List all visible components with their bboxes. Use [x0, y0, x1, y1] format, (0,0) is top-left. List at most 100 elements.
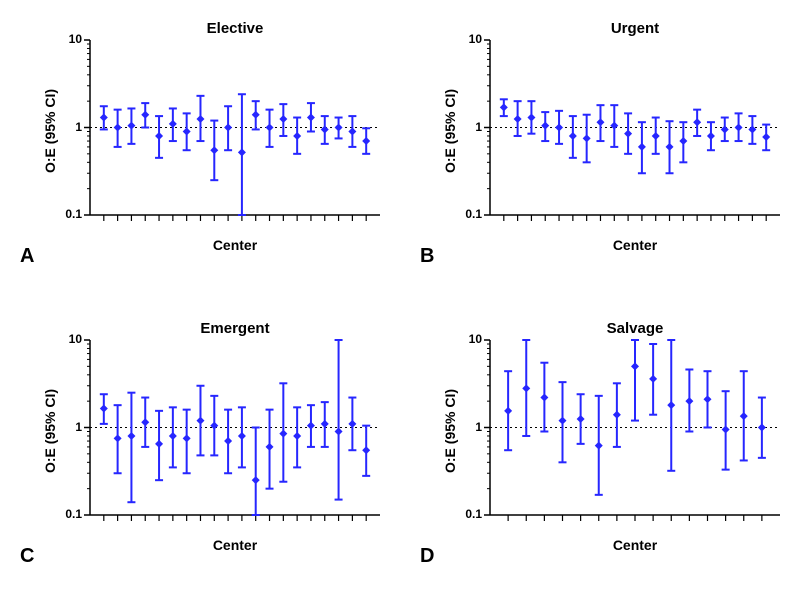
data-point [169, 432, 177, 440]
data-point [685, 397, 693, 405]
panel-letter-A: A [20, 245, 34, 268]
data-point [540, 394, 548, 402]
data-point [748, 125, 756, 133]
data-point [624, 130, 632, 138]
data-point [679, 137, 687, 145]
data-point [527, 114, 535, 122]
data-point [279, 115, 287, 123]
data-point [196, 417, 204, 425]
data-point [722, 425, 730, 433]
data-point [114, 434, 122, 442]
data-point [577, 415, 585, 423]
data-point [141, 418, 149, 426]
data-point [631, 362, 639, 370]
data-point [114, 124, 122, 132]
data-point [169, 120, 177, 128]
data-point [704, 395, 712, 403]
ytick-label: 1 [452, 120, 482, 134]
ytick-label: 0.1 [52, 507, 82, 521]
ytick-label: 10 [52, 32, 82, 46]
data-point [224, 437, 232, 445]
ytick-label: 1 [52, 420, 82, 434]
data-point [362, 446, 370, 454]
data-point [210, 422, 218, 430]
data-point [307, 422, 315, 430]
xlabel-A: Center [90, 237, 380, 253]
data-point [666, 143, 674, 151]
data-point [500, 103, 508, 111]
ytick-label: 10 [452, 332, 482, 346]
panel-title-D: Salvage [490, 320, 780, 337]
data-point [127, 122, 135, 130]
data-point [652, 132, 660, 140]
data-point [196, 115, 204, 123]
data-point [252, 476, 260, 484]
data-point [307, 114, 315, 122]
data-point [514, 115, 522, 123]
data-point [321, 125, 329, 133]
xlabel-B: Center [490, 237, 780, 253]
data-point [595, 442, 603, 450]
panel-title-C: Emergent [90, 320, 380, 337]
data-point [522, 384, 530, 392]
plot-D [490, 340, 780, 515]
data-point [183, 128, 191, 136]
ytick-label: 1 [452, 420, 482, 434]
xlabel-C: Center [90, 537, 380, 553]
ytick-label: 1 [52, 120, 82, 134]
data-point [100, 114, 108, 122]
plot-A [90, 40, 380, 215]
data-point [252, 111, 260, 119]
data-point [740, 412, 748, 420]
figure-container: ElectiveAO:E (95% CI)Center0.1110UrgentB… [0, 0, 800, 603]
data-point [210, 146, 218, 154]
data-point [649, 375, 657, 383]
data-point [335, 428, 343, 436]
data-point [721, 125, 729, 133]
panel-title-B: Urgent [490, 20, 780, 37]
data-point [638, 143, 646, 151]
data-point [667, 401, 675, 409]
data-point [155, 440, 163, 448]
data-point [224, 124, 232, 132]
data-point [279, 430, 287, 438]
data-point [155, 132, 163, 140]
ytick-label: 10 [452, 32, 482, 46]
data-point [266, 124, 274, 132]
xlabel-D: Center [490, 537, 780, 553]
ytick-label: 10 [52, 332, 82, 346]
data-point [238, 148, 246, 156]
data-point [762, 133, 770, 141]
panel-letter-C: C [20, 545, 34, 568]
data-point [238, 432, 246, 440]
data-point [758, 424, 766, 432]
ytick-label: 0.1 [452, 507, 482, 521]
data-point [610, 122, 618, 130]
data-point [735, 124, 743, 132]
ytick-label: 0.1 [452, 207, 482, 221]
panel-letter-D: D [420, 545, 434, 568]
data-point [583, 134, 591, 142]
ytick-label: 0.1 [52, 207, 82, 221]
data-point [348, 128, 356, 136]
plot-B [490, 40, 780, 215]
panel-title-A: Elective [90, 20, 380, 37]
data-point [127, 432, 135, 440]
data-point [569, 132, 577, 140]
data-point [266, 443, 274, 451]
data-point [693, 118, 701, 126]
data-point [362, 137, 370, 145]
data-point [613, 411, 621, 419]
data-point [541, 122, 549, 130]
data-point [183, 434, 191, 442]
panel-letter-B: B [420, 245, 434, 268]
data-point [504, 407, 512, 415]
data-point [596, 118, 604, 126]
data-point [335, 124, 343, 132]
data-point [293, 432, 301, 440]
data-point [100, 404, 108, 412]
data-point [555, 124, 563, 132]
data-point [559, 417, 567, 425]
data-point [293, 132, 301, 140]
data-point [348, 420, 356, 428]
